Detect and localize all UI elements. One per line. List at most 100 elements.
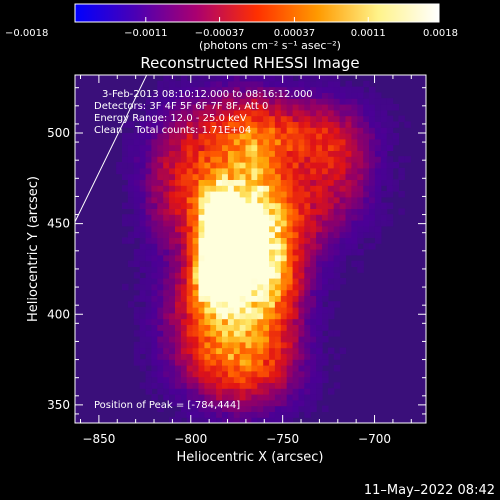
heatmap-cell <box>286 173 294 180</box>
heatmap-cell <box>286 225 294 233</box>
heatmap-cell <box>198 98 205 105</box>
heatmap-cell <box>163 86 170 93</box>
heatmap-cell <box>351 167 358 175</box>
heatmap-cell <box>180 214 188 221</box>
heatmap-cell <box>363 133 370 140</box>
heatmap-cell <box>133 185 141 192</box>
heatmap-cell <box>163 278 170 285</box>
heatmap-cell <box>227 167 235 175</box>
heatmap-cell <box>210 347 217 354</box>
heatmap-cell <box>145 191 153 198</box>
heatmap-cell <box>310 318 317 325</box>
heatmap-cell <box>263 249 270 256</box>
heatmap-cell <box>257 243 264 250</box>
heatmap-cell <box>222 312 229 320</box>
heatmap-cell <box>245 283 252 291</box>
heatmap-cell <box>192 359 200 366</box>
heatmap-cell <box>139 208 147 215</box>
y-tick-label: 500 <box>47 126 70 140</box>
heatmap-cell <box>216 133 223 140</box>
heatmap-cell <box>239 417 247 423</box>
heatmap-cell <box>263 359 270 366</box>
heatmap-cell <box>139 156 147 163</box>
heatmap-cell <box>186 359 194 366</box>
heatmap-cell <box>222 138 229 146</box>
heatmap-cell <box>316 359 323 366</box>
heatmap-cell <box>263 266 270 273</box>
heatmap-cell <box>239 173 247 180</box>
heatmap-cell <box>180 353 188 360</box>
heatmap-cell <box>269 394 276 401</box>
heatmap-cell <box>222 86 229 93</box>
heatmap-cell <box>245 237 252 244</box>
heatmap-cell <box>345 92 352 99</box>
heatmap-cell <box>210 272 217 279</box>
heatmap-cell <box>269 365 276 372</box>
heatmap-cell <box>292 196 300 204</box>
heatmap-cell <box>157 243 164 250</box>
heatmap-cell <box>222 121 229 128</box>
heatmap-cell <box>186 138 194 146</box>
heatmap-cell <box>322 312 329 320</box>
heatmap-cell <box>222 295 229 302</box>
heatmap-cell <box>233 214 241 221</box>
heatmap-cell <box>274 353 282 360</box>
heatmap-cell <box>357 127 364 134</box>
heatmap-cell <box>263 336 270 343</box>
heatmap-cell <box>233 98 241 105</box>
heatmap-cell <box>186 324 194 331</box>
heatmap-cell <box>204 104 211 111</box>
heatmap-cell <box>204 191 211 198</box>
heatmap-cell <box>310 115 317 122</box>
heatmap-cell <box>222 167 229 175</box>
heatmap-cell <box>233 150 241 157</box>
heatmap-cell <box>327 266 335 273</box>
heatmap-cell <box>210 353 217 360</box>
heatmap-cell <box>186 307 194 314</box>
heatmap-cell <box>192 353 200 360</box>
heatmap-cell <box>127 196 135 204</box>
heatmap-cell <box>186 243 194 250</box>
heatmap-cell <box>198 231 205 238</box>
heatmap-cell <box>227 353 235 360</box>
heatmap-cell <box>274 272 282 279</box>
heatmap-cell <box>151 289 158 296</box>
heatmap-cell <box>222 318 229 325</box>
heatmap-cell <box>298 301 305 308</box>
heatmap-cell <box>386 98 394 105</box>
heatmap-cell <box>163 162 170 169</box>
heatmap-cell <box>239 260 247 267</box>
heatmap-cell <box>145 324 153 331</box>
heatmap-cell <box>169 115 176 122</box>
heatmap-cell <box>169 307 176 314</box>
heatmap-cell <box>192 324 200 331</box>
heatmap-cell <box>386 202 394 209</box>
heatmap-cell <box>251 191 258 198</box>
heatmap-cell <box>392 185 400 192</box>
heatmap-cell <box>169 278 176 285</box>
heatmap-cell <box>257 231 264 238</box>
heatmap-cell <box>245 133 252 140</box>
heatmap-cell <box>222 411 229 418</box>
heatmap-cell <box>263 191 270 198</box>
heatmap-cell <box>145 144 153 151</box>
heatmap-cell <box>122 144 129 151</box>
heatmap-cell <box>251 104 258 111</box>
heatmap-cell <box>304 156 311 163</box>
heatmap-cell <box>333 330 341 337</box>
heatmap-cell <box>345 127 352 134</box>
heatmap-cell <box>386 127 394 134</box>
annotation-clean-counts: Clean Total counts: 1.71E+04 <box>94 125 251 136</box>
heatmap-cell <box>339 260 347 267</box>
heatmap-cell <box>292 254 300 262</box>
heatmap-cell <box>245 330 252 337</box>
heatmap-cell <box>274 231 282 238</box>
heatmap-cell <box>186 318 194 325</box>
heatmap-cell <box>263 80 270 88</box>
heatmap-cell <box>198 272 205 279</box>
heatmap-cell <box>222 278 229 285</box>
heatmap-cell <box>222 324 229 331</box>
heatmap-cell <box>163 376 170 383</box>
heatmap-cell <box>292 289 300 296</box>
heatmap-cell <box>298 167 305 175</box>
